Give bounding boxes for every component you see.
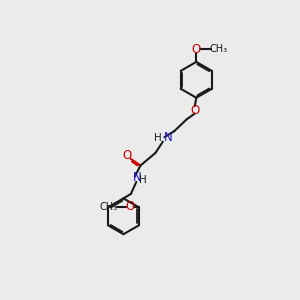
Text: O: O — [192, 43, 201, 56]
Text: CH₃: CH₃ — [209, 44, 227, 54]
Text: H: H — [139, 176, 147, 185]
Text: H: H — [154, 133, 162, 143]
Text: O: O — [125, 200, 135, 213]
Text: CH₃: CH₃ — [99, 202, 118, 212]
Text: O: O — [122, 149, 132, 162]
Text: N: N — [133, 171, 141, 184]
Text: N: N — [164, 131, 173, 144]
Text: O: O — [190, 104, 200, 117]
